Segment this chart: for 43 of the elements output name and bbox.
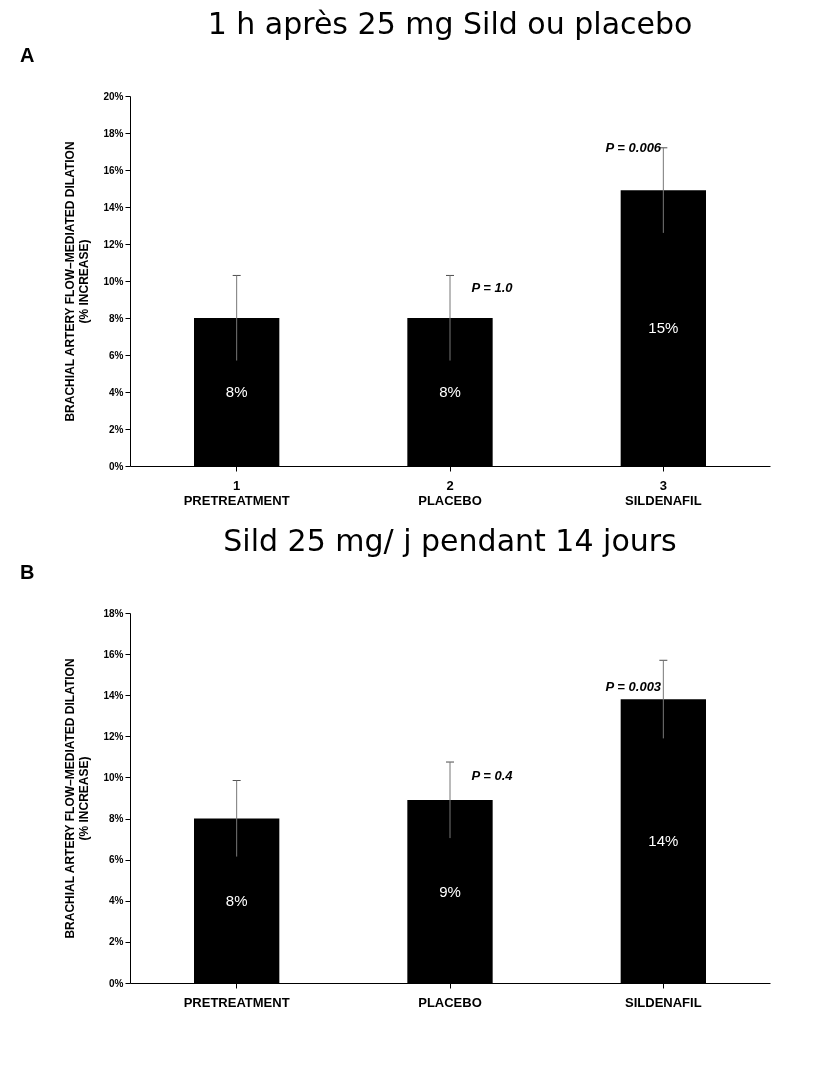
y-tick-label: 18%: [103, 127, 124, 139]
y-axis-title: BRACHIAL ARTERY FLOW–MEDIATED DILATION (% INCREASE): [63, 658, 92, 939]
text: B: [20, 561, 35, 583]
y-tick-label: 18%: [103, 607, 124, 619]
y-tick-label: 20%: [103, 90, 124, 102]
annotation: P = 0.003: [605, 679, 662, 694]
annotation: P = 1.0: [471, 280, 514, 296]
y-tick-label: 8%: [109, 312, 124, 324]
y-tick-label: 0%: [109, 977, 124, 989]
y-tick-label: 6%: [109, 854, 124, 866]
chart-title: Sild 25 mg/ j pendant 14 jours: [223, 523, 677, 558]
y-tick-label: 14%: [103, 689, 124, 701]
data-label: 15%: [648, 319, 679, 337]
y-axis-title: BRACHIAL ARTERY FLOW–MEDIATED DILATION (% INCREASE): [63, 141, 92, 422]
y-tick-label: 4%: [109, 895, 124, 907]
data-label: 8%: [225, 891, 248, 909]
y-tick-label: 4%: [109, 386, 124, 398]
x-tick-label: PLACEBO: [418, 994, 482, 1010]
y-tick-label: 14%: [103, 201, 124, 213]
data-label: 14%: [648, 832, 679, 850]
y-tick-label: 0%: [109, 460, 124, 472]
data-label: 9%: [439, 882, 461, 900]
annotation: P = 0.4: [471, 767, 514, 783]
y-tick-label: 10%: [103, 771, 124, 783]
x-tick-label: 1 PRETREATMENT: [183, 477, 290, 508]
y-tick-label: 2%: [109, 936, 124, 948]
y-tick-label: 12%: [103, 238, 124, 250]
y-tick-label: 12%: [103, 730, 124, 742]
x-tick-label: 2 PLACEBO: [418, 477, 482, 508]
chart-title: 1 h après 25 mg Sild ou placebo: [207, 6, 693, 41]
x-tick-label: PRETREATMENT: [183, 994, 290, 1010]
data-label: 8%: [225, 383, 248, 400]
annotation: P = 0.006: [605, 139, 662, 155]
y-tick-label: 6%: [109, 349, 124, 361]
y-tick-label: 8%: [109, 813, 124, 825]
y-tick-label: 16%: [103, 648, 124, 660]
y-tick-label: 10%: [103, 275, 124, 287]
y-tick-label: 16%: [103, 164, 124, 176]
y-tick-label: 2%: [109, 423, 124, 435]
data-label: 8%: [439, 383, 461, 400]
x-tick-label: 3 SILDENAFIL: [625, 477, 702, 508]
text: A: [20, 44, 35, 66]
x-tick-label: SILDENAFIL: [625, 994, 702, 1010]
